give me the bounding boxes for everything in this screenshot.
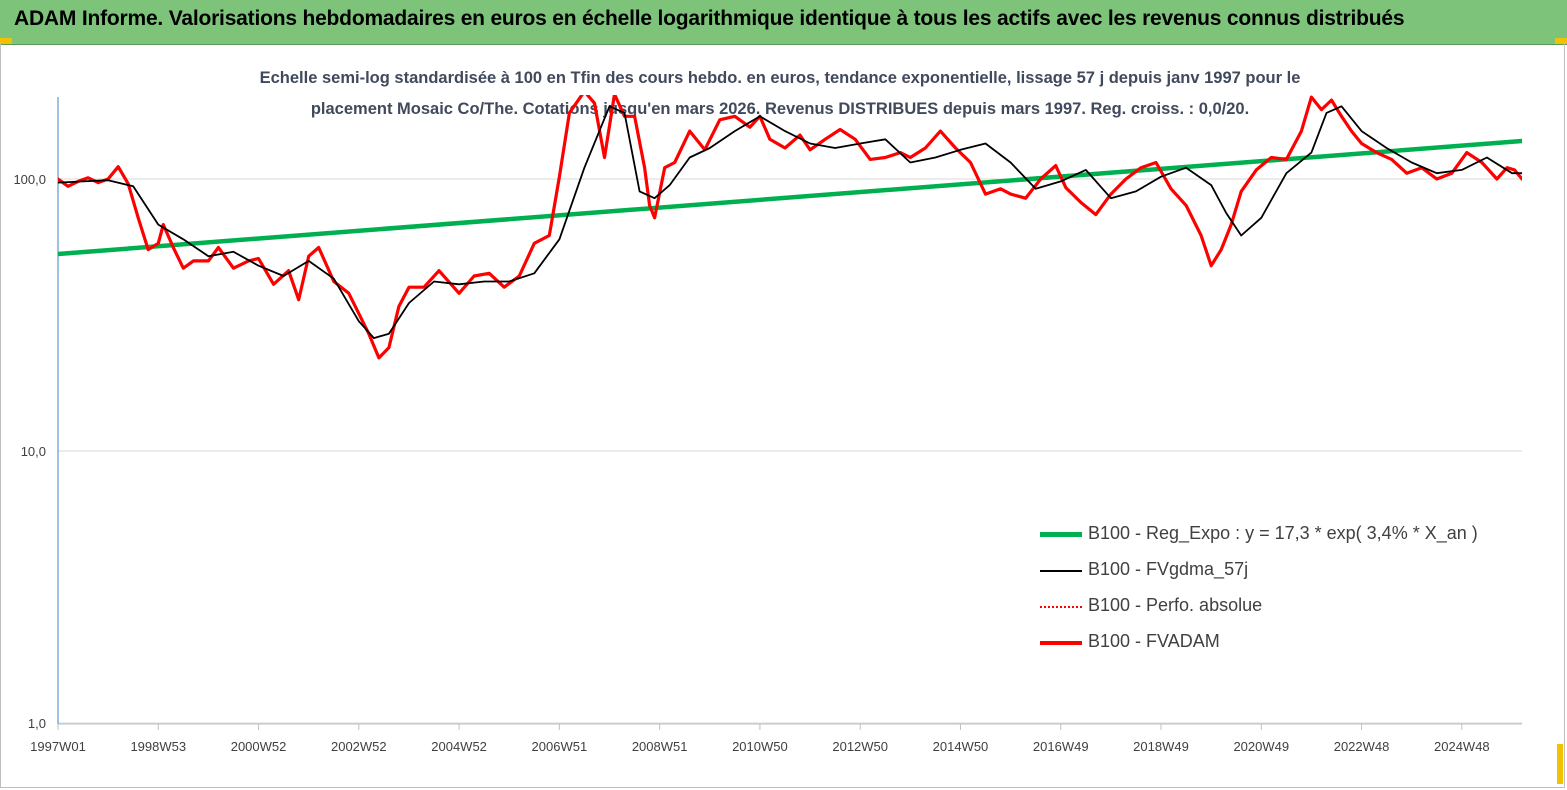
chart-frame: [0, 44, 1565, 788]
legend-swatch-black: [1040, 570, 1082, 572]
x-tick-label: 2000W52: [231, 739, 287, 754]
chart-subtitle-line-2: placement Mosaic Co/The. Cotations jusqu…: [310, 100, 1250, 118]
report-title: ADAM Informe. Valorisations hebdomadaire…: [14, 7, 1405, 30]
corner-marker-top-right: [1555, 38, 1567, 44]
y-tick-label: 1,0: [28, 716, 46, 731]
x-tick-label: 1997W01: [30, 739, 86, 754]
corner-marker-bottom-right: [1557, 744, 1563, 784]
x-tick-label: 2012W50: [832, 739, 888, 754]
legend-label: B100 - FVADAM: [1088, 631, 1220, 651]
gridlines: [58, 178, 1522, 724]
x-tick-label: 2014W50: [933, 739, 989, 754]
x-tick-label: 2002W52: [331, 739, 387, 754]
chart-subtitle-line-1: Echelle semi-log standardisée à 100 en T…: [259, 69, 1301, 87]
legend-label: B100 - Perfo. absolue: [1088, 595, 1263, 615]
legend-label: B100 - Reg_Expo : y = 17,3 * exp( 3,4% *…: [1088, 523, 1478, 543]
x-tick-label: 2008W51: [632, 739, 688, 754]
x-tick-label: 2022W48: [1334, 739, 1390, 754]
x-tick-label: 2016W49: [1033, 739, 1089, 754]
series-fvgdma-line: [58, 105, 1522, 339]
tick-labels: 1,0 10,0 100,0 1997W01 1998W53 2000W52 2002W52…: [13, 172, 1489, 754]
series-fvadam-line: [58, 95, 1522, 360]
series-layer: [58, 95, 1522, 360]
series-reg-expo-line: [58, 138, 1522, 257]
x-tick-label: 1998W53: [130, 739, 186, 754]
x-tick-label: 2018W49: [1133, 739, 1189, 754]
x-tick-label: 2020W49: [1233, 739, 1289, 754]
axes: [57, 97, 1522, 730]
y-tick-label: 100,0: [13, 172, 46, 187]
legend-swatch-dotted-red: [1040, 606, 1082, 608]
x-tick-label: 2010W50: [732, 739, 788, 754]
x-tick-label: 2004W52: [431, 739, 487, 754]
title-banner: ADAM Informe. Valorisations hebdomadaire…: [0, 0, 1567, 45]
x-tick-label: 2024W48: [1434, 739, 1490, 754]
legend-label: B100 - FVgdma_57j: [1088, 559, 1249, 579]
x-tick-label: 2006W51: [532, 739, 588, 754]
legend-swatch-green: [1040, 532, 1082, 537]
corner-marker-top-left: [0, 38, 12, 44]
y-tick-label: 10,0: [21, 444, 46, 459]
legend-swatch-red: [1040, 641, 1082, 645]
